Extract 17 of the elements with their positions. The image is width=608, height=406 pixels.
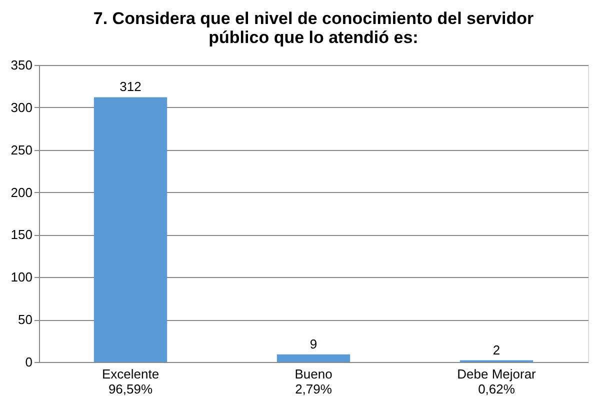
- x-tick-label: Bueno 2,79%: [294, 366, 332, 396]
- data-label: 312: [120, 79, 142, 94]
- x-tick-label: Debe Mejorar 0,62%: [457, 366, 537, 396]
- y-tick-label: 50: [18, 312, 32, 328]
- y-tick-label: 200: [10, 184, 32, 200]
- bar: [276, 354, 350, 362]
- x-tick-label: Excelente 96,59%: [102, 366, 160, 396]
- y-tick-label: 300: [10, 100, 32, 115]
- y-tick-label: 100: [10, 270, 32, 285]
- data-label: 9: [310, 336, 318, 352]
- data-label: 2: [492, 342, 500, 358]
- y-tick-label: 150: [10, 227, 32, 242]
- chart-title: 7. Considera que el nivel de conocimiento del servidor público que lo atendió es:: [93, 9, 534, 47]
- y-tick-label: 250: [10, 142, 32, 158]
- y-tick-label: 0: [25, 354, 32, 370]
- y-tick-label: 350: [10, 58, 32, 72]
- bar: [94, 97, 168, 362]
